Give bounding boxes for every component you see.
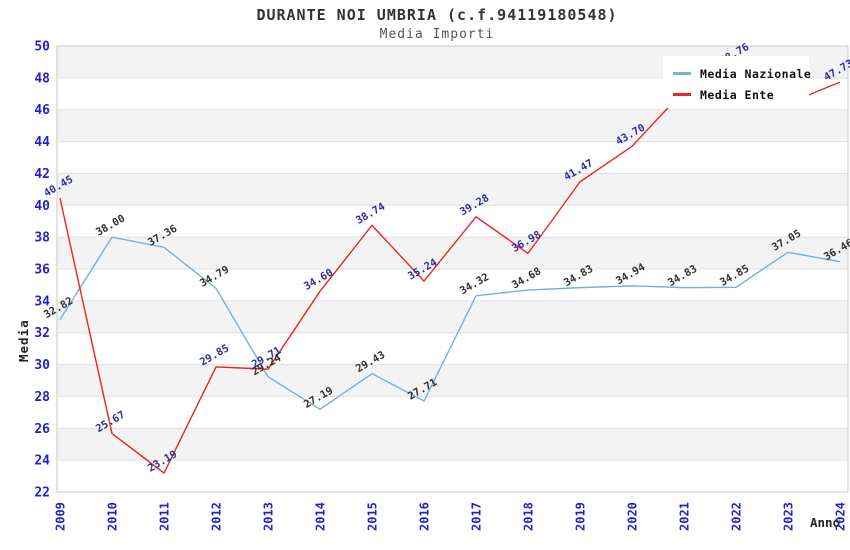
x-tick-label: 2009: [54, 502, 68, 531]
x-tick-label: 2012: [210, 502, 224, 531]
plot-band: [57, 173, 848, 206]
y-tick-label: 32: [34, 326, 50, 341]
chart-subtitle: Media Importi: [379, 27, 495, 42]
legend-swatch-nazionale-icon: [673, 72, 691, 75]
x-tick-label: 2019: [574, 502, 588, 531]
y-axis-title: Media: [16, 319, 31, 362]
plot-band: [57, 396, 848, 429]
legend-swatch-ente-icon: [673, 93, 691, 96]
plot-band: [57, 460, 848, 492]
y-tick-label: 30: [34, 358, 50, 373]
chart-title: DURANTE NOI UMBRIA (c.f.94119180548): [256, 6, 618, 24]
legend: Media Nazionale Media Ente: [663, 56, 812, 108]
y-tick-label: 36: [34, 263, 50, 278]
y-tick-label: 48: [34, 71, 50, 86]
y-tick-label: 34: [34, 294, 50, 309]
plot-band: [57, 332, 848, 365]
legend-label-ente: Media Ente: [700, 87, 775, 102]
x-tick-label: 2018: [522, 502, 536, 531]
plot-band: [57, 428, 848, 461]
x-tick-label: 2020: [626, 502, 640, 531]
x-tick-label: 2011: [158, 502, 172, 531]
legend-label-nazionale: Media Nazionale: [700, 66, 812, 81]
y-tick-label: 50: [34, 40, 50, 55]
plot-band: [57, 364, 848, 397]
plot-band: [57, 205, 848, 238]
y-tick-label: 38: [34, 231, 50, 246]
y-tick-label: 24: [34, 454, 50, 469]
legend-item-nazionale: Media Nazionale: [673, 63, 812, 84]
y-tick-label: 46: [34, 103, 50, 118]
plot-band: [57, 141, 848, 174]
plot-band: [57, 300, 848, 333]
x-tick-label: 2024: [834, 502, 848, 531]
plot-border: [56, 45, 849, 493]
y-tick-label: 22: [34, 486, 50, 501]
y-tick-label: 44: [34, 135, 50, 150]
x-tick-label: 2015: [366, 502, 380, 531]
x-axis-title: Anno: [810, 515, 841, 530]
legend-item-ente: Media Ente: [673, 84, 809, 105]
x-tick-label: 2014: [314, 502, 328, 531]
x-tick-label: 2022: [730, 502, 744, 531]
y-tick-label: 26: [34, 422, 50, 437]
x-tick-label: 2016: [418, 502, 432, 531]
plot-band: [57, 269, 848, 301]
x-tick-label: 2017: [470, 502, 484, 531]
series-line: [59, 236, 841, 411]
plot-band: [57, 109, 848, 142]
y-tick-label: 28: [34, 390, 50, 405]
y-tick-label: 40: [34, 199, 50, 214]
x-tick-label: 2013: [262, 502, 276, 531]
plot-band: [57, 237, 848, 269]
y-tick-label: 42: [34, 167, 50, 182]
x-tick-label: 2010: [106, 502, 120, 531]
x-tick-label: 2021: [678, 502, 692, 531]
x-tick-label: 2023: [782, 502, 796, 531]
